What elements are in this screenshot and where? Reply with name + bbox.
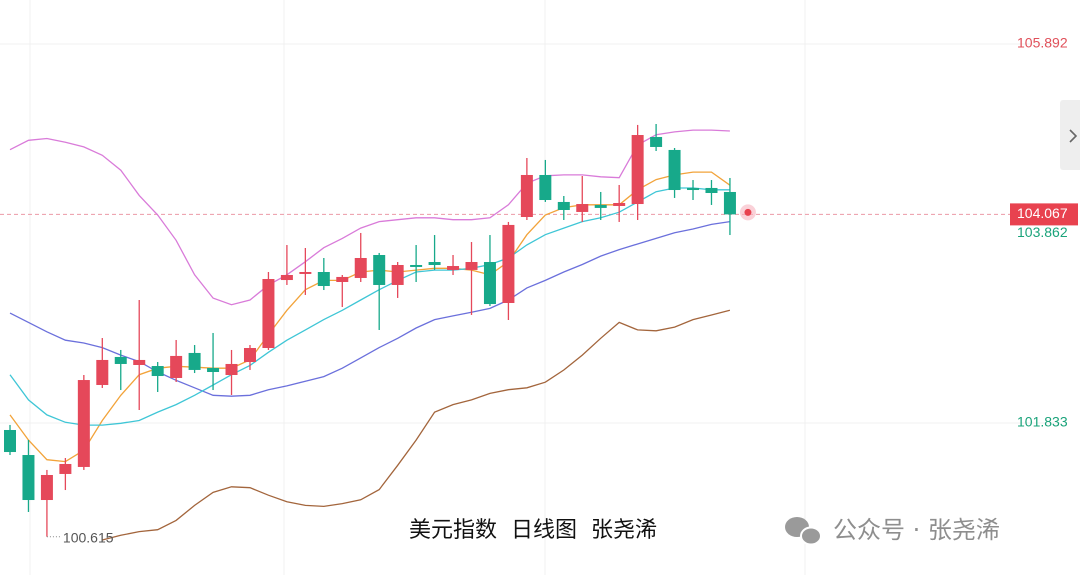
- overlay-line: [9, 129, 730, 306]
- candle-body: [447, 266, 460, 270]
- overlay-line: [102, 309, 731, 541]
- candle-body: [336, 276, 349, 282]
- candle-body: [723, 191, 736, 215]
- candle-body: [40, 474, 53, 501]
- candle-body: [188, 352, 201, 370]
- candle-body: [22, 455, 35, 501]
- y-tick-label: 101.833: [1017, 414, 1068, 430]
- candle-body: [133, 359, 146, 366]
- plot: 100.615: [0, 43, 1060, 545]
- overlay-line: [9, 220, 730, 397]
- last-price-box: [1010, 203, 1078, 226]
- candle-body: [96, 359, 109, 385]
- candle-body: [687, 187, 700, 191]
- overlay-line: [9, 187, 730, 426]
- candle-body: [410, 264, 423, 267]
- candle-body: [373, 255, 386, 285]
- candle-body: [631, 135, 644, 205]
- candle-body: [668, 149, 681, 191]
- icon-bubble: [800, 526, 822, 546]
- last-price-label: 104.067: [1017, 205, 1068, 221]
- watermark: 公众号 · 张尧浠: [833, 516, 1000, 544]
- candle-body: [428, 262, 441, 265]
- candle-body: [299, 271, 312, 274]
- candle-body: [207, 367, 220, 373]
- candle-body: [151, 366, 164, 377]
- candle-body: [4, 429, 16, 453]
- candle-body: [225, 363, 238, 375]
- y-tick-label: 105.892: [1017, 35, 1068, 51]
- candle-body: [650, 136, 663, 147]
- candle-body: [520, 174, 533, 218]
- chart-title: 美元指数 日线图 张尧浠: [409, 518, 657, 543]
- candle-body: [483, 262, 496, 305]
- side-arrow: [1069, 129, 1078, 143]
- candle-body: [114, 356, 127, 364]
- candle-body: [243, 348, 256, 363]
- side-toggle[interactable]: [1060, 100, 1080, 170]
- candle-body: [77, 380, 90, 467]
- candle-body: [280, 274, 293, 281]
- candle-body: [594, 204, 607, 208]
- ref-price-label: 103.862: [1017, 224, 1068, 240]
- candle-body: [391, 264, 404, 285]
- low-label: 100.615: [63, 529, 114, 545]
- candle-body: [576, 204, 589, 212]
- candle-body: [502, 224, 515, 304]
- candle-body: [557, 201, 570, 210]
- candle-body: [170, 355, 183, 378]
- candle-body: [354, 257, 367, 278]
- candle-body: [59, 463, 72, 474]
- candle-body: [262, 279, 275, 349]
- candle-body: [465, 262, 478, 270]
- candle-body: [317, 271, 330, 287]
- overlay-line: [9, 171, 731, 463]
- watermark-icon: [785, 517, 822, 546]
- last-dot: [744, 208, 752, 216]
- candle-body: [539, 174, 552, 201]
- candle-body: [705, 187, 718, 194]
- candle-body: [613, 202, 626, 206]
